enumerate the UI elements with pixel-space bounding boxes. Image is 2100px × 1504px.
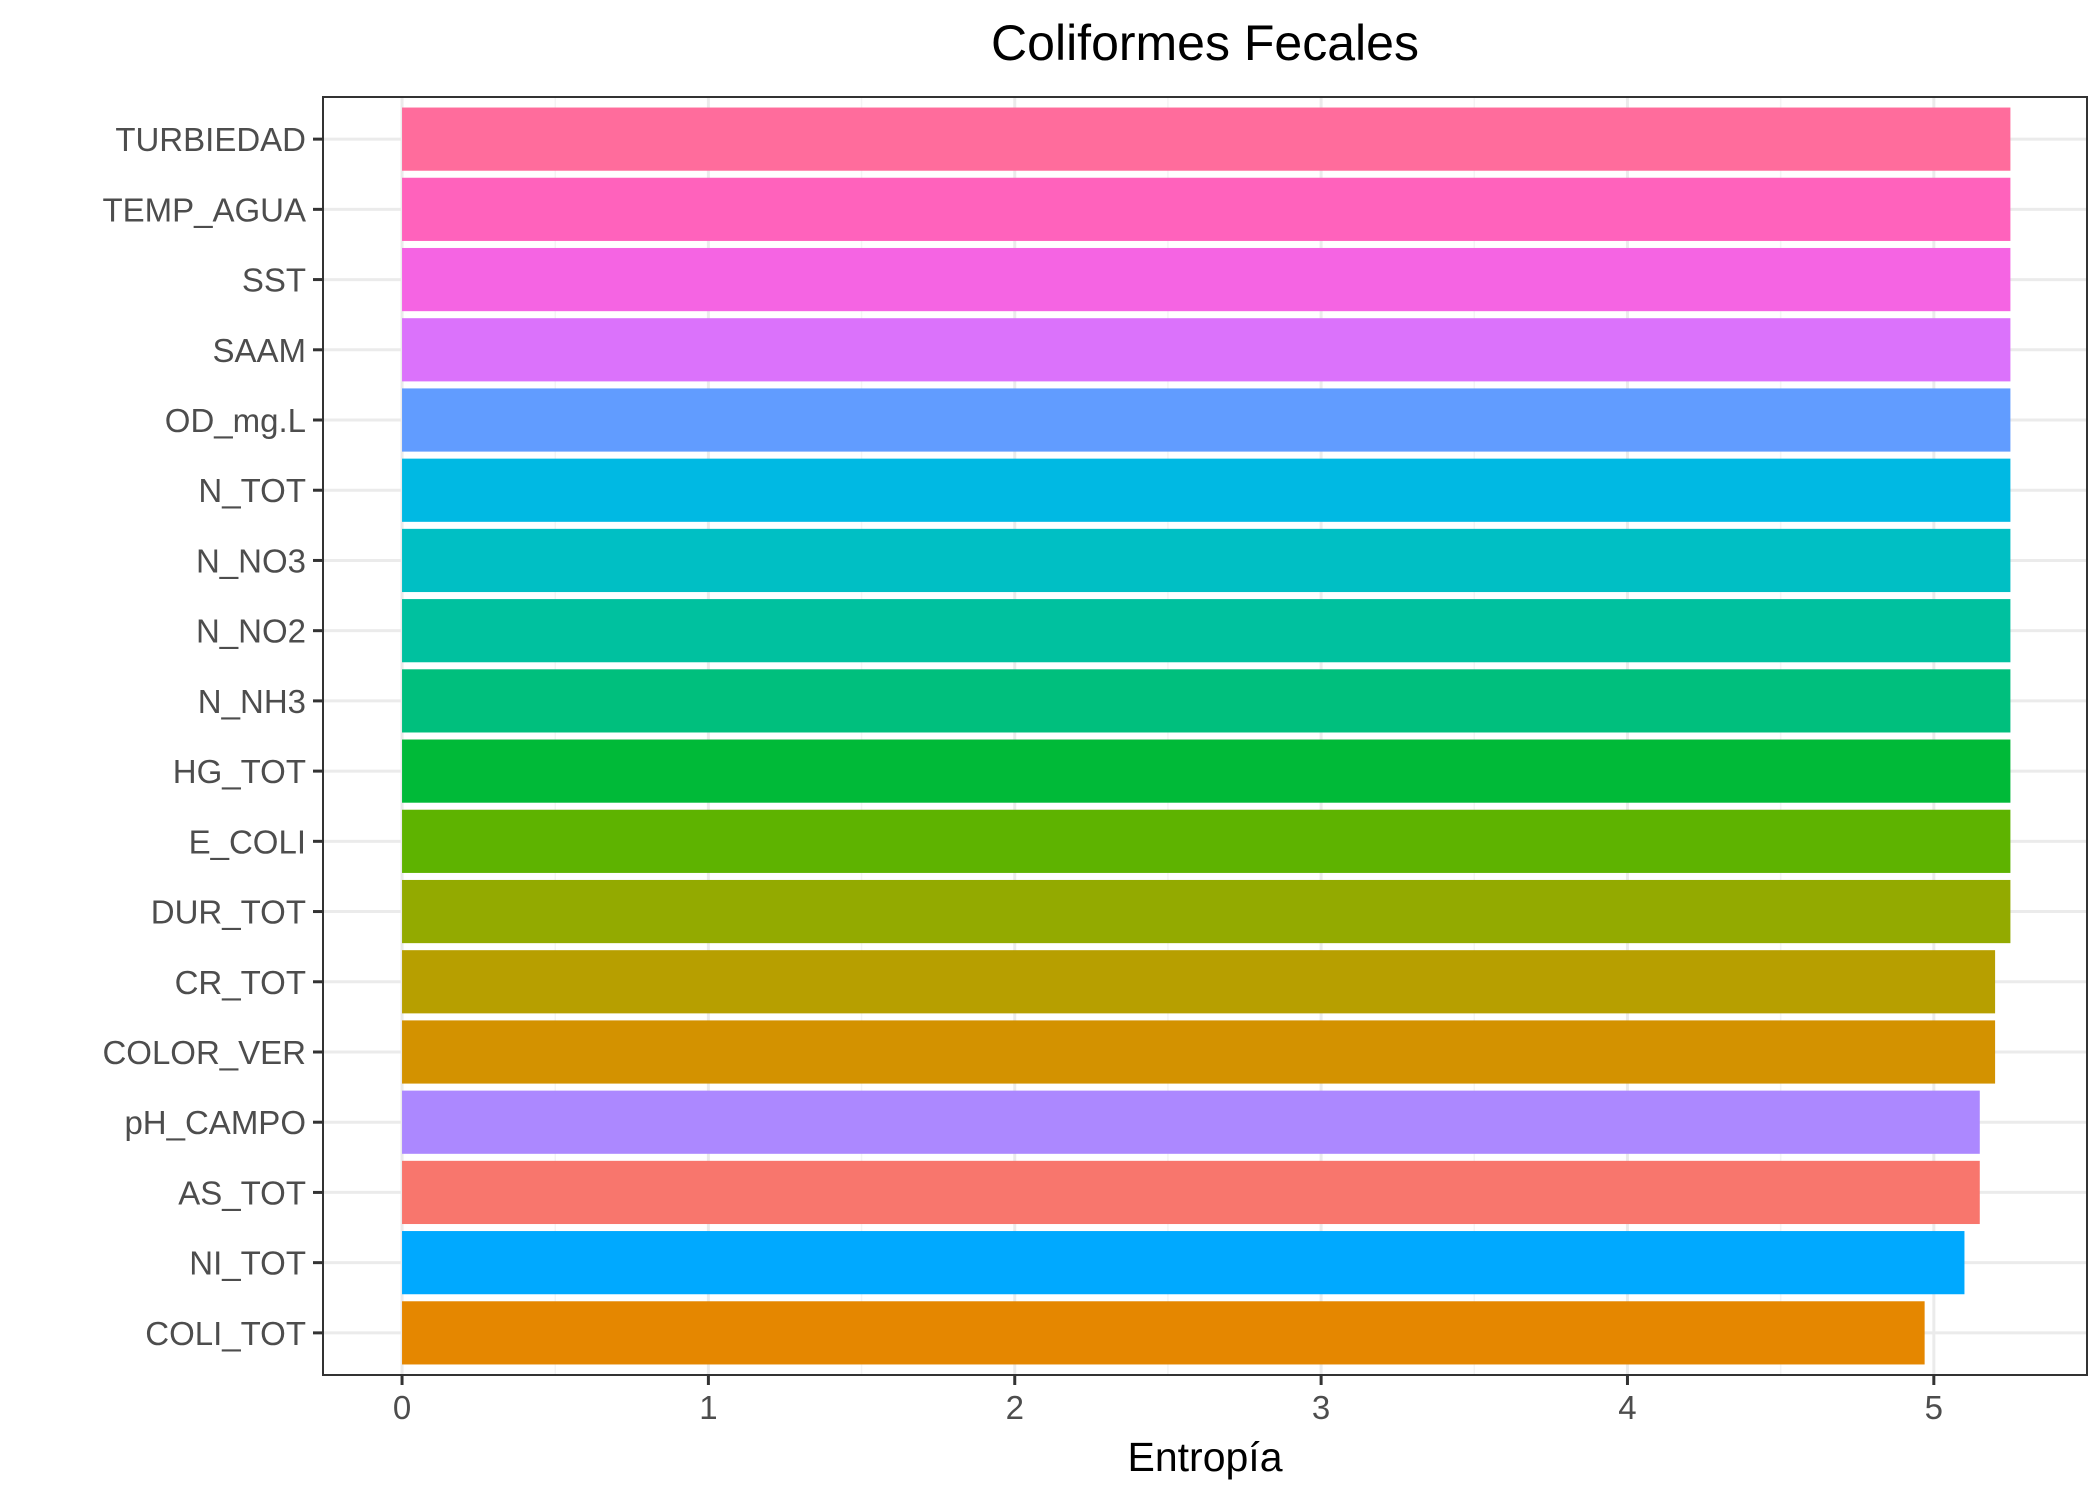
y-tick-label: TEMP_AGUA xyxy=(102,191,306,228)
y-tick-label: OD_mg.L xyxy=(165,402,306,439)
bar-coli-tot xyxy=(402,1301,1925,1365)
y-tick-label: COLI_TOT xyxy=(145,1315,306,1352)
bar-as-tot xyxy=(402,1160,1980,1225)
x-tick-label: 0 xyxy=(393,1389,411,1426)
bar-n-tot xyxy=(402,458,2011,522)
y-tick-label: TURBIEDAD xyxy=(115,121,306,158)
y-tick-label: E_COLI xyxy=(189,823,306,860)
bar-ni-tot xyxy=(402,1231,1965,1295)
y-tick-label: pH_CAMPO xyxy=(124,1104,306,1141)
y-tick-label: SST xyxy=(242,262,306,299)
chart-title: Coliformes Fecales xyxy=(991,15,1419,71)
bar-color-ver xyxy=(402,1020,1996,1084)
bar-od-mg-l xyxy=(402,388,2011,452)
bar-ph-campo xyxy=(402,1090,1980,1154)
bar-turbiedad xyxy=(402,107,2011,171)
y-tick-label: SAAM xyxy=(212,332,306,369)
y-tick-label: N_NO2 xyxy=(196,613,306,650)
x-tick-label: 4 xyxy=(1618,1389,1636,1426)
y-tick-label: COLOR_VER xyxy=(102,1034,306,1071)
bar-n-no3 xyxy=(402,528,2011,593)
x-axis-title: Entropía xyxy=(1128,1434,1283,1480)
y-tick-label: HG_TOT xyxy=(173,753,306,790)
x-axis: 0 1 2 3 4 5 xyxy=(393,1375,1943,1426)
bar-cr-tot xyxy=(402,950,1996,1014)
x-tick-label: 5 xyxy=(1925,1389,1943,1426)
y-tick-label: N_TOT xyxy=(198,472,306,509)
bar-e-coli xyxy=(402,809,2011,873)
bar-sst xyxy=(402,247,2011,312)
bar-temp-agua xyxy=(402,177,2011,241)
y-tick-label: AS_TOT xyxy=(178,1174,306,1211)
y-axis: TURBIEDAD TEMP_AGUA SST SAAM OD_mg.L N_TOT N_N… xyxy=(102,121,323,1352)
y-tick-label: NI_TOT xyxy=(189,1245,306,1282)
bar-n-no2 xyxy=(402,599,2011,663)
x-tick-label: 3 xyxy=(1312,1389,1330,1426)
bar-saam xyxy=(402,318,2011,382)
y-tick-label: CR_TOT xyxy=(175,964,306,1001)
bar-dur-tot xyxy=(402,879,2011,944)
bar-n-nh3 xyxy=(402,669,2011,733)
bar-hg-tot xyxy=(402,739,2011,803)
bars xyxy=(402,107,2011,1365)
y-tick-label: N_NH3 xyxy=(198,683,306,720)
y-tick-label: N_NO3 xyxy=(196,542,306,579)
y-tick-label: DUR_TOT xyxy=(151,894,306,931)
plot-panel xyxy=(322,96,2088,1376)
x-tick-label: 1 xyxy=(699,1389,717,1426)
x-tick-label: 2 xyxy=(1006,1389,1024,1426)
